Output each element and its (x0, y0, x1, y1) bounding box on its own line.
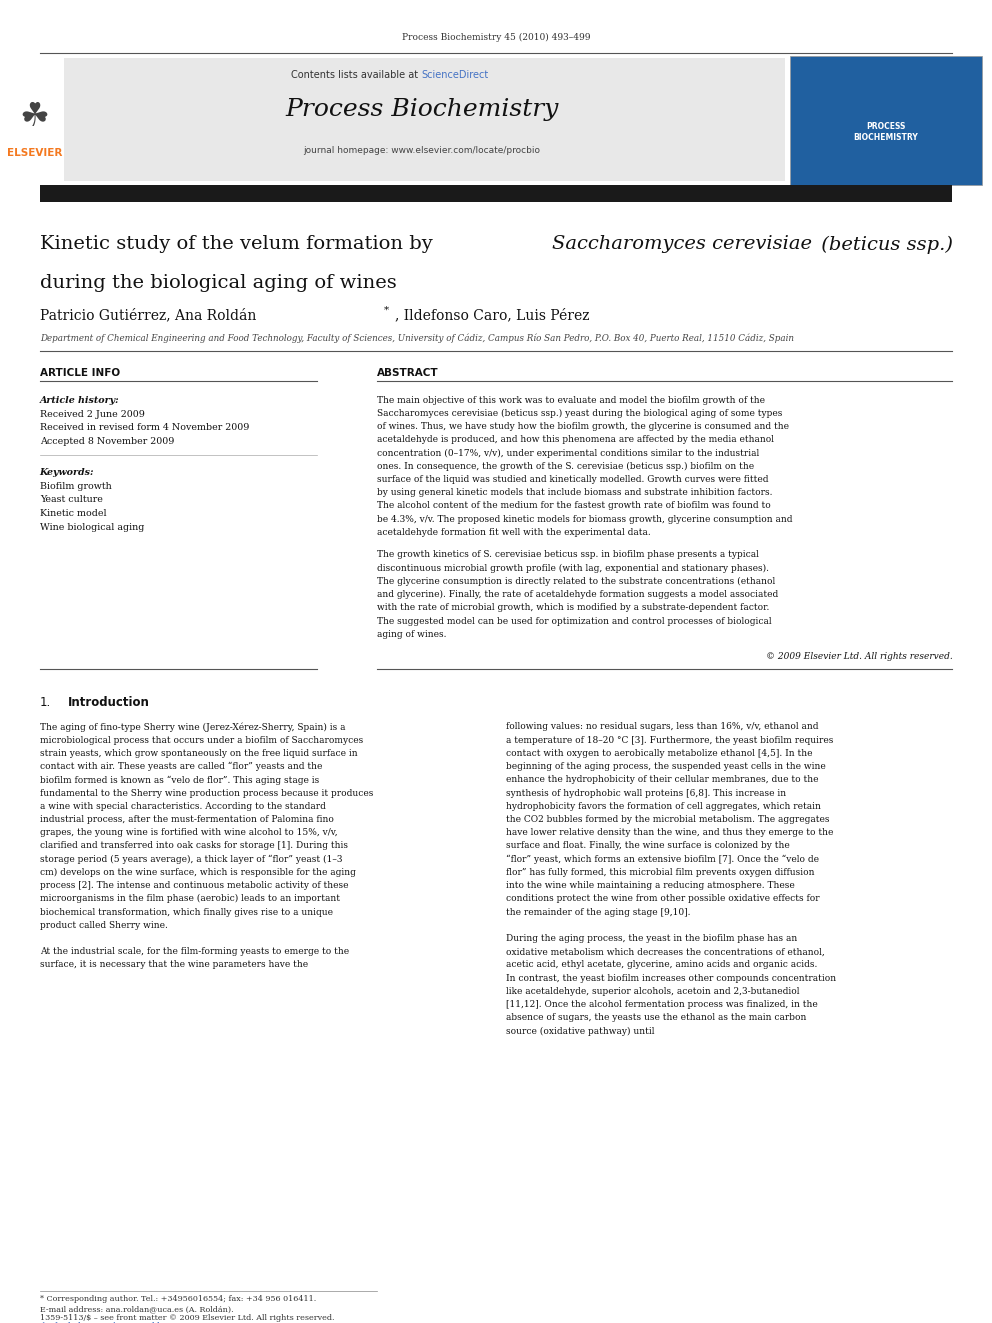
Text: hydrophobicity favors the formation of cell aggregates, which retain: hydrophobicity favors the formation of c… (506, 802, 820, 811)
Text: surface, it is necessary that the wine parameters have the: surface, it is necessary that the wine p… (40, 960, 308, 970)
Text: acetaldehyde is produced, and how this phenomena are affected by the media ethan: acetaldehyde is produced, and how this p… (377, 435, 774, 445)
Text: by using general kinetic models that include biomass and substrate inhibition fa: by using general kinetic models that inc… (377, 488, 773, 497)
Text: a temperature of 18–20 °C [3]. Furthermore, the yeast biofilm requires: a temperature of 18–20 °C [3]. Furthermo… (506, 736, 833, 745)
Text: Biofilm growth: Biofilm growth (40, 482, 111, 491)
Text: cm) develops on the wine surface, which is responsible for the aging: cm) develops on the wine surface, which … (40, 868, 355, 877)
Text: During the aging process, the yeast in the biofilm phase has an: During the aging process, the yeast in t… (506, 934, 798, 943)
Text: The glycerine consumption is directly related to the substrate concentrations (e: The glycerine consumption is directly re… (377, 577, 775, 586)
Text: industrial process, after the must-fermentation of Palomina fino: industrial process, after the must-ferme… (40, 815, 333, 824)
FancyBboxPatch shape (790, 56, 982, 185)
Text: The alcohol content of the medium for the fastest growth rate of biofilm was fou: The alcohol content of the medium for th… (377, 501, 771, 511)
Text: *: * (384, 306, 389, 315)
Text: contact with oxygen to aerobically metabolize ethanol [4,5]. In the: contact with oxygen to aerobically metab… (506, 749, 812, 758)
Text: strain yeasts, which grow spontaneously on the free liquid surface in: strain yeasts, which grow spontaneously … (40, 749, 357, 758)
Text: The main objective of this work was to evaluate and model the biofilm growth of : The main objective of this work was to e… (377, 396, 765, 405)
Text: oxidative metabolism which decreases the concentrations of ethanol,: oxidative metabolism which decreases the… (506, 947, 824, 957)
Text: following values: no residual sugars, less than 16%, v/v, ethanol and: following values: no residual sugars, le… (506, 722, 818, 732)
FancyBboxPatch shape (64, 58, 785, 181)
Text: At the industrial scale, for the film-forming yeasts to emerge to the: At the industrial scale, for the film-fo… (40, 947, 349, 957)
Text: Accepted 8 November 2009: Accepted 8 November 2009 (40, 437, 174, 446)
Text: journal homepage: www.elsevier.com/locate/procbio: journal homepage: www.elsevier.com/locat… (304, 147, 540, 155)
Text: clarified and transferred into oak casks for storage [1]. During this: clarified and transferred into oak casks… (40, 841, 347, 851)
Text: Received in revised form 4 November 2009: Received in revised form 4 November 2009 (40, 423, 249, 433)
Text: biochemical transformation, which finally gives rise to a unique: biochemical transformation, which finall… (40, 908, 332, 917)
Text: synthesis of hydrophobic wall proteins [6,8]. This increase in: synthesis of hydrophobic wall proteins [… (506, 789, 786, 798)
Text: Department of Chemical Engineering and Food Technology, Faculty of Sciences, Uni: Department of Chemical Engineering and F… (40, 333, 794, 343)
Text: Kinetic model: Kinetic model (40, 509, 106, 519)
Text: 1.: 1. (40, 696, 51, 709)
Text: ScienceDirect: ScienceDirect (422, 70, 489, 81)
Text: the remainder of the aging stage [9,10].: the remainder of the aging stage [9,10]. (506, 908, 690, 917)
Text: Wine biological aging: Wine biological aging (40, 523, 144, 532)
Text: “flor” yeast, which forms an extensive biofilm [7]. Once the “velo de: “flor” yeast, which forms an extensive b… (506, 855, 819, 864)
Text: Process Biochemistry: Process Biochemistry (285, 98, 558, 122)
Text: with the rate of microbial growth, which is modified by a substrate-dependent fa: with the rate of microbial growth, which… (377, 603, 770, 613)
Text: * Corresponding author. Tel.: +34956016554; fax: +34 956 016411.: * Corresponding author. Tel.: +349560165… (40, 1295, 315, 1303)
Text: aging of wines.: aging of wines. (377, 630, 446, 639)
Text: the CO2 bubbles formed by the microbial metabolism. The aggregates: the CO2 bubbles formed by the microbial … (506, 815, 829, 824)
Text: E-mail address: ana.roldan@uca.es (A. Roldán).: E-mail address: ana.roldan@uca.es (A. Ro… (40, 1306, 233, 1314)
Text: have lower relative density than the wine, and thus they emerge to the: have lower relative density than the win… (506, 828, 833, 837)
Text: and glycerine). Finally, the rate of acetaldehyde formation suggests a model ass: and glycerine). Finally, the rate of ace… (377, 590, 778, 599)
Text: source (oxidative pathway) until: source (oxidative pathway) until (506, 1027, 655, 1036)
Text: Received 2 June 2009: Received 2 June 2009 (40, 410, 145, 419)
Text: Saccharomyces cerevisiae (beticus ssp.) yeast during the biological aging of som: Saccharomyces cerevisiae (beticus ssp.) … (377, 409, 783, 418)
Text: © 2009 Elsevier Ltd. All rights reserved.: © 2009 Elsevier Ltd. All rights reserved… (766, 652, 952, 662)
Text: ABSTRACT: ABSTRACT (377, 368, 438, 378)
Text: Saccharomyces cerevisiae: Saccharomyces cerevisiae (552, 235, 811, 254)
Text: ARTICLE INFO: ARTICLE INFO (40, 368, 120, 378)
Text: Introduction: Introduction (67, 696, 150, 709)
Text: acetaldehyde formation fit well with the experimental data.: acetaldehyde formation fit well with the… (377, 528, 651, 537)
Text: of wines. Thus, we have study how the biofilm growth, the glycerine is consumed : of wines. Thus, we have study how the bi… (377, 422, 789, 431)
Text: process [2]. The intense and continuous metabolic activity of these: process [2]. The intense and continuous … (40, 881, 348, 890)
Text: 1359-5113/$ – see front matter © 2009 Elsevier Ltd. All rights reserved.: 1359-5113/$ – see front matter © 2009 El… (40, 1315, 334, 1323)
Text: PROCESS
BIOCHEMISTRY: PROCESS BIOCHEMISTRY (853, 122, 919, 143)
Text: ELSEVIER: ELSEVIER (7, 148, 62, 159)
Text: The aging of fino-type Sherry wine (Jerez-Xérez-Sherry, Spain) is a: The aging of fino-type Sherry wine (Jere… (40, 722, 345, 732)
Text: (beticus ssp.): (beticus ssp.) (815, 235, 953, 254)
Text: flor” has fully formed, this microbial film prevents oxygen diffusion: flor” has fully formed, this microbial f… (506, 868, 814, 877)
Text: The growth kinetics of S. cerevisiae beticus ssp. in biofilm phase presents a ty: The growth kinetics of S. cerevisiae bet… (377, 550, 759, 560)
Text: into the wine while maintaining a reducing atmosphere. These: into the wine while maintaining a reduci… (506, 881, 795, 890)
Text: Process Biochemistry 45 (2010) 493–499: Process Biochemistry 45 (2010) 493–499 (402, 33, 590, 41)
Text: In contrast, the yeast biofilm increases other compounds concentration: In contrast, the yeast biofilm increases… (506, 974, 836, 983)
Text: Article history:: Article history: (40, 396, 119, 405)
Text: beginning of the aging process, the suspended yeast cells in the wine: beginning of the aging process, the susp… (506, 762, 825, 771)
Text: acetic acid, ethyl acetate, glycerine, amino acids and organic acids.: acetic acid, ethyl acetate, glycerine, a… (506, 960, 817, 970)
Text: surface of the liquid was studied and kinetically modelled. Growth curves were f: surface of the liquid was studied and ki… (377, 475, 769, 484)
Text: Patricio Gutiérrez, Ana Roldán: Patricio Gutiérrez, Ana Roldán (40, 308, 256, 323)
Text: ☘: ☘ (20, 101, 50, 132)
Text: grapes, the young wine is fortified with wine alcohol to 15%, v/v,: grapes, the young wine is fortified with… (40, 828, 337, 837)
FancyBboxPatch shape (40, 185, 952, 202)
Text: Contents lists available at: Contents lists available at (292, 70, 422, 81)
Text: discontinuous microbial growth profile (with lag, exponential and stationary pha: discontinuous microbial growth profile (… (377, 564, 769, 573)
Text: [11,12]. Once the alcohol fermentation process was finalized, in the: [11,12]. Once the alcohol fermentation p… (506, 1000, 817, 1009)
Text: microorganisms in the film phase (aerobic) leads to an important: microorganisms in the film phase (aerobi… (40, 894, 339, 904)
Text: , Ildefonso Caro, Luis Pérez: , Ildefonso Caro, Luis Pérez (395, 308, 589, 323)
Text: be 4.3%, v/v. The proposed kinetic models for biomass growth, glycerine consumpt: be 4.3%, v/v. The proposed kinetic model… (377, 515, 793, 524)
Text: a wine with special characteristics. According to the standard: a wine with special characteristics. Acc… (40, 802, 325, 811)
Text: Kinetic study of the velum formation by: Kinetic study of the velum formation by (40, 235, 438, 254)
Text: Yeast culture: Yeast culture (40, 496, 102, 504)
Text: doi:10.1016/j.procbio.2009.11.005: doi:10.1016/j.procbio.2009.11.005 (40, 1322, 180, 1323)
Text: concentration (0–17%, v/v), under experimental conditions similar to the industr: concentration (0–17%, v/v), under experi… (377, 448, 759, 458)
Text: The suggested model can be used for optimization and control processes of biolog: The suggested model can be used for opti… (377, 617, 772, 626)
Text: biofilm formed is known as “velo de flor”. This aging stage is: biofilm formed is known as “velo de flor… (40, 775, 319, 785)
Text: ones. In consequence, the growth of the S. cerevisiae (beticus ssp.) biofilm on : ones. In consequence, the growth of the … (377, 462, 754, 471)
Text: absence of sugars, the yeasts use the ethanol as the main carbon: absence of sugars, the yeasts use the et… (506, 1013, 806, 1023)
Text: fundamental to the Sherry wine production process because it produces: fundamental to the Sherry wine productio… (40, 789, 373, 798)
Text: like acetaldehyde, superior alcohols, acetoin and 2,3-butanediol: like acetaldehyde, superior alcohols, ac… (506, 987, 800, 996)
Text: during the biological aging of wines: during the biological aging of wines (40, 274, 397, 292)
Text: microbiological process that occurs under a biofilm of Saccharomyces: microbiological process that occurs unde… (40, 736, 363, 745)
Text: storage period (5 years average), a thick layer of “flor” yeast (1–3: storage period (5 years average), a thic… (40, 855, 342, 864)
Text: product called Sherry wine.: product called Sherry wine. (40, 921, 168, 930)
Text: surface and float. Finally, the wine surface is colonized by the: surface and float. Finally, the wine sur… (506, 841, 790, 851)
Text: conditions protect the wine from other possible oxidative effects for: conditions protect the wine from other p… (506, 894, 819, 904)
Text: contact with air. These yeasts are called “flor” yeasts and the: contact with air. These yeasts are calle… (40, 762, 322, 771)
Text: Keywords:: Keywords: (40, 468, 94, 478)
Text: enhance the hydrophobicity of their cellular membranes, due to the: enhance the hydrophobicity of their cell… (506, 775, 818, 785)
